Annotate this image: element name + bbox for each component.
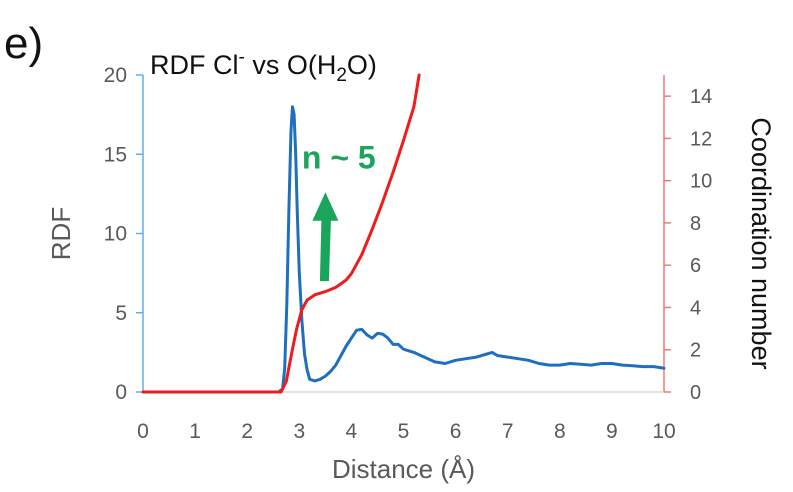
panel-label: e) <box>4 19 43 68</box>
annotation-label: n ~ 5 <box>302 140 376 176</box>
annotation: n ~ 5 <box>302 140 376 282</box>
x-tick-label: 5 <box>398 420 410 443</box>
x-tick-label: 4 <box>346 420 358 443</box>
rdf-line <box>141 105 666 394</box>
x-tick-label: 10 <box>652 420 675 443</box>
x-tick-label: 7 <box>502 420 514 443</box>
y-left-tick-label: 10 <box>104 223 127 246</box>
chart-title: RDF Cl- vs O(H2O) <box>150 47 377 86</box>
y-left-tick-label: 0 <box>115 381 127 404</box>
x-tick-label: 0 <box>137 420 149 443</box>
y-right-tick-label: 10 <box>690 171 712 193</box>
x-tick-label: 1 <box>189 420 201 443</box>
x-axis-title: Distance (Å) <box>332 454 475 484</box>
y-axis-left-title: RDF <box>46 207 76 260</box>
x-tick-label: 8 <box>554 420 566 443</box>
y-right-tick-label: 2 <box>690 340 701 362</box>
x-tick-label: 3 <box>293 420 305 443</box>
x-tick-label: 6 <box>450 420 462 443</box>
y-left-tick-label: 5 <box>115 302 127 325</box>
y-right-tick-label: 8 <box>690 213 701 235</box>
green-arrow-icon <box>312 192 339 282</box>
y-right-tick-label: 0 <box>690 382 701 404</box>
y-left-tick-label: 20 <box>104 64 127 87</box>
axes <box>136 74 671 393</box>
y-axis-right-title: Coordination number <box>746 117 776 369</box>
coordination-number-line <box>141 73 421 394</box>
x-tick-label: 9 <box>606 420 618 443</box>
y-right-tick-label: 14 <box>690 86 712 108</box>
x-tick-label: 2 <box>241 420 253 443</box>
y-right-tick-label: 4 <box>690 297 701 319</box>
y-right-tick-label: 6 <box>690 255 701 277</box>
y-right-tick-label: 12 <box>690 128 712 150</box>
y-left-tick-label: 15 <box>104 143 127 166</box>
series <box>141 73 666 394</box>
